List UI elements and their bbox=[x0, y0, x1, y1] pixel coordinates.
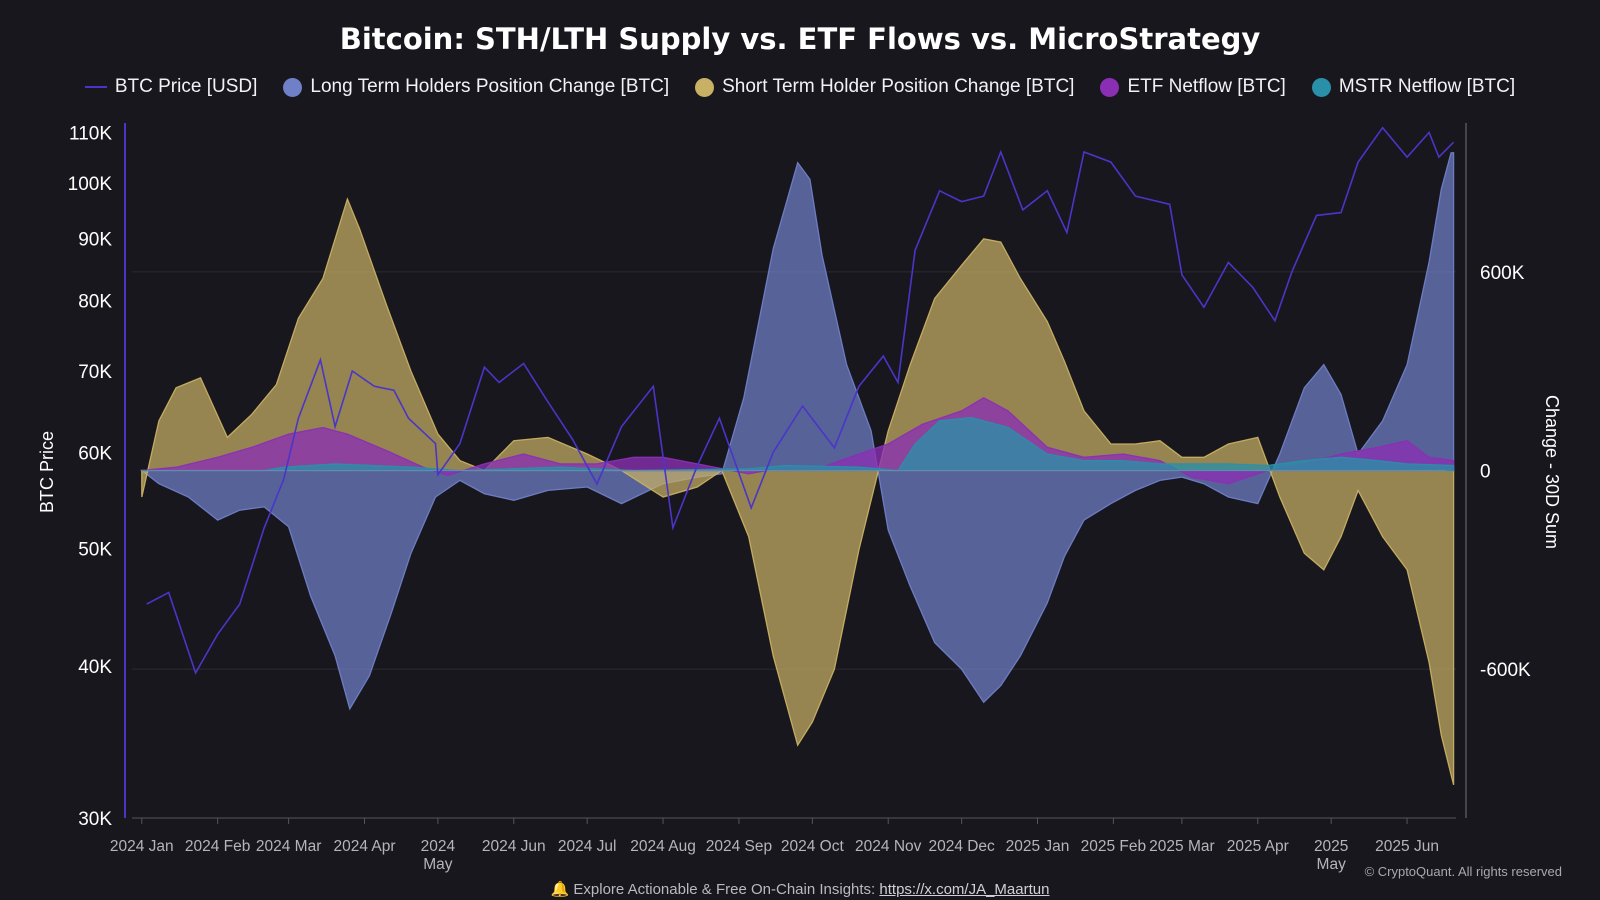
x-tick-label: 2025 Jun bbox=[1375, 838, 1439, 855]
legend-label: ETF Netflow [BTC] bbox=[1127, 76, 1286, 97]
y-left-tick-label: 70K bbox=[78, 362, 112, 383]
area-series-2 bbox=[141, 197, 1455, 786]
legend-swatch-line bbox=[84, 86, 107, 88]
y-left-tick-label: 80K bbox=[78, 292, 112, 313]
x-tick-label: 2024 Oct bbox=[781, 838, 845, 855]
x-tick-label: 2025 Jan bbox=[1006, 838, 1070, 855]
x-tick-label: 2025 Feb bbox=[1081, 838, 1147, 855]
legend-item-etf[interactable]: ETF Netflow [BTC] bbox=[1100, 76, 1286, 98]
legend-swatch-dot bbox=[283, 77, 303, 97]
x-tick-label: 2025 Mar bbox=[1149, 838, 1214, 855]
legend-label: Short Term Holder Position Change [BTC] bbox=[722, 76, 1075, 97]
y-axis-label-left: BTC Price bbox=[37, 431, 57, 513]
price-line-group bbox=[146, 126, 1455, 675]
legend-item-sth[interactable]: Short Term Holder Position Change [BTC] bbox=[695, 76, 1074, 98]
legend-label: MSTR Netflow [BTC] bbox=[1338, 76, 1516, 97]
x-tick-label: 2024 Sep bbox=[706, 838, 772, 855]
legend-swatch-dot bbox=[1100, 77, 1120, 97]
chart-title: Bitcoin: STH/LTH Supply vs. ETF Flows vs… bbox=[339, 22, 1261, 56]
y-right-tick-label: 0 bbox=[1480, 462, 1491, 483]
footer: 🔔 Explore Actionable & Free On-Chain Ins… bbox=[0, 880, 1600, 898]
legend-item-mstr[interactable]: MSTR Netflow [BTC] bbox=[1311, 76, 1516, 98]
footer-link[interactable]: https://x.com/JA_Maartun bbox=[879, 881, 1050, 898]
legend-swatch-dot bbox=[1311, 77, 1331, 97]
x-tick-label: 2024 bbox=[421, 838, 456, 855]
y-left-tick-label: 60K bbox=[78, 443, 112, 464]
x-tick-label: 2024 Nov bbox=[855, 838, 922, 855]
area-series-4 bbox=[141, 416, 1455, 472]
x-tick-label: 2024 Jun bbox=[482, 838, 546, 855]
y-axis-label-right: Change - 30D Sum bbox=[1542, 395, 1562, 549]
x-tick-label: 2025 bbox=[1314, 838, 1348, 855]
bell-icon: 🔔 bbox=[550, 881, 570, 898]
x-tick-label-line2: May bbox=[1317, 856, 1347, 873]
area-series-group bbox=[139, 152, 1455, 786]
area-series-1 bbox=[139, 152, 1455, 711]
y-left-tick-label: 40K bbox=[78, 657, 112, 678]
y-left-tick-label: 100K bbox=[68, 174, 113, 195]
footer-text: Explore Actionable & Free On-Chain Insig… bbox=[573, 881, 876, 898]
x-tick-label: 2024 Feb bbox=[185, 838, 251, 855]
price-line bbox=[146, 126, 1455, 675]
y-left-tick-label: 50K bbox=[78, 539, 112, 560]
y-right-tick-label: 600K bbox=[1480, 263, 1525, 284]
tick-labels: 110K 100K 90K 80K 70K 60K 50K 40K 30K 600K 0 -600K 2… bbox=[68, 124, 1531, 873]
x-tick-label: 2025 Apr bbox=[1227, 838, 1289, 855]
x-tick-label: 2024 Dec bbox=[928, 838, 995, 855]
copyright: © CryptoQuant. All rights reserved bbox=[1364, 864, 1562, 879]
y-left-tick-label: 30K bbox=[78, 809, 112, 830]
legend-swatch-dot bbox=[695, 77, 715, 97]
y-right-tick-label: -600K bbox=[1480, 660, 1531, 681]
x-tick-label: 2024 Aug bbox=[630, 838, 696, 855]
x-tick-label: 2024 Jul bbox=[558, 838, 617, 855]
x-tick-label-line2: May bbox=[423, 856, 453, 873]
x-tick-label: 2024 Apr bbox=[333, 838, 395, 855]
y-left-tick-label: 110K bbox=[69, 124, 112, 145]
legend: BTC Price [USD] Long Term Holders Positi… bbox=[0, 76, 1600, 98]
legend-item-btc-price[interactable]: BTC Price [USD] bbox=[84, 76, 258, 98]
y-left-tick-label: 90K bbox=[78, 229, 112, 250]
axes bbox=[124, 123, 1467, 819]
legend-label: Long Term Holders Position Change [BTC] bbox=[310, 76, 670, 97]
x-tick-label: 2024 Mar bbox=[256, 838, 321, 855]
legend-label: BTC Price [USD] bbox=[114, 76, 258, 97]
x-tick-label: 2024 Jan bbox=[110, 838, 174, 855]
legend-item-lth[interactable]: Long Term Holders Position Change [BTC] bbox=[283, 76, 669, 98]
